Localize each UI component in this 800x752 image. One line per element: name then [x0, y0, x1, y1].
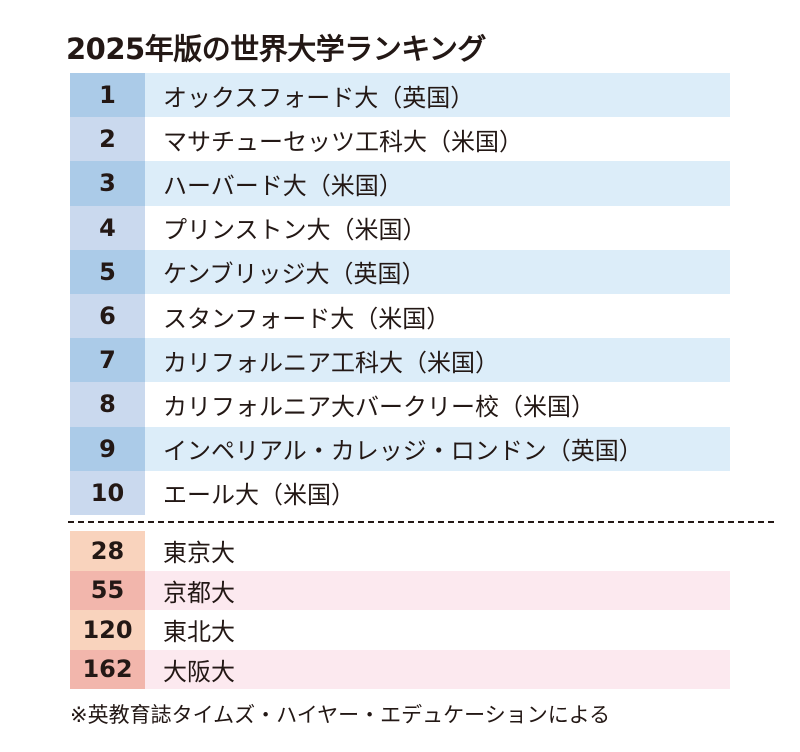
- source-note: ※英教育誌タイムズ・ハイヤー・エデュケーションによる: [70, 703, 611, 727]
- university-name: エール大（米国）: [145, 470, 730, 515]
- rank-cell: 5: [70, 249, 145, 294]
- rank-cell: 8: [70, 382, 145, 427]
- university-name: プリンストン大（米国）: [145, 205, 730, 250]
- university-name: ケンブリッジ大（英国）: [145, 249, 730, 294]
- university-name: オックスフォード大（英国）: [145, 73, 730, 118]
- rank-cell: 3: [70, 161, 145, 206]
- rank-cell: 2: [70, 117, 145, 162]
- table-row: 55 京都大: [70, 570, 730, 610]
- university-name: 大阪大: [145, 649, 730, 689]
- table-row: 8 カリフォルニア大バークリー校（米国）: [70, 382, 730, 427]
- table-row: 7 カリフォルニア工科大（米国）: [70, 338, 730, 383]
- table-row: 3 ハーバード大（米国）: [70, 161, 730, 206]
- rank-cell: 28: [70, 531, 145, 571]
- page-title: 2025年版の世界大学ランキング: [66, 32, 486, 66]
- rank-cell: 55: [70, 570, 145, 610]
- university-name: カリフォルニア大バークリー校（米国）: [145, 382, 730, 427]
- rank-cell: 7: [70, 338, 145, 383]
- university-name: 東北大: [145, 610, 730, 650]
- table-row: 162 大阪大: [70, 649, 730, 689]
- world-ranking-table: 1 オックスフォード大（英国） 2 マサチューセッツ工科大（米国） 3 ハーバード大（米国…: [70, 73, 730, 515]
- divider: [68, 521, 774, 523]
- table-row: 5 ケンブリッジ大（英国）: [70, 249, 730, 294]
- rank-cell: 162: [70, 649, 145, 689]
- rank-cell: 6: [70, 293, 145, 339]
- university-name: マサチューセッツ工科大（米国）: [145, 117, 730, 162]
- rank-cell: 120: [70, 610, 145, 650]
- table-row: 2 マサチューセッツ工科大（米国）: [70, 117, 730, 162]
- table-row: 9 インペリアル・カレッジ・ロンドン（英国）: [70, 426, 730, 471]
- rank-cell: 1: [70, 73, 145, 118]
- table-row: 6 スタンフォード大（米国）: [70, 293, 730, 339]
- table-row: 1 オックスフォード大（英国）: [70, 73, 730, 118]
- university-name: インペリアル・カレッジ・ロンドン（英国）: [145, 426, 730, 471]
- rank-cell: 10: [70, 470, 145, 515]
- japan-ranking-table: 28 東京大 55 京都大 120 東北大 162 大阪大: [70, 531, 730, 689]
- university-name: スタンフォード大（米国）: [145, 293, 730, 339]
- table-row: 120 東北大: [70, 610, 730, 650]
- table-row: 28 東京大: [70, 531, 730, 571]
- table-row: 10 エール大（米国）: [70, 470, 730, 515]
- university-name: 京都大: [145, 570, 730, 610]
- university-name: ハーバード大（米国）: [145, 161, 730, 206]
- table-row: 4 プリンストン大（米国）: [70, 205, 730, 250]
- rank-cell: 4: [70, 205, 145, 250]
- university-name: カリフォルニア工科大（米国）: [145, 338, 730, 383]
- university-name: 東京大: [145, 531, 730, 571]
- rank-cell: 9: [70, 426, 145, 471]
